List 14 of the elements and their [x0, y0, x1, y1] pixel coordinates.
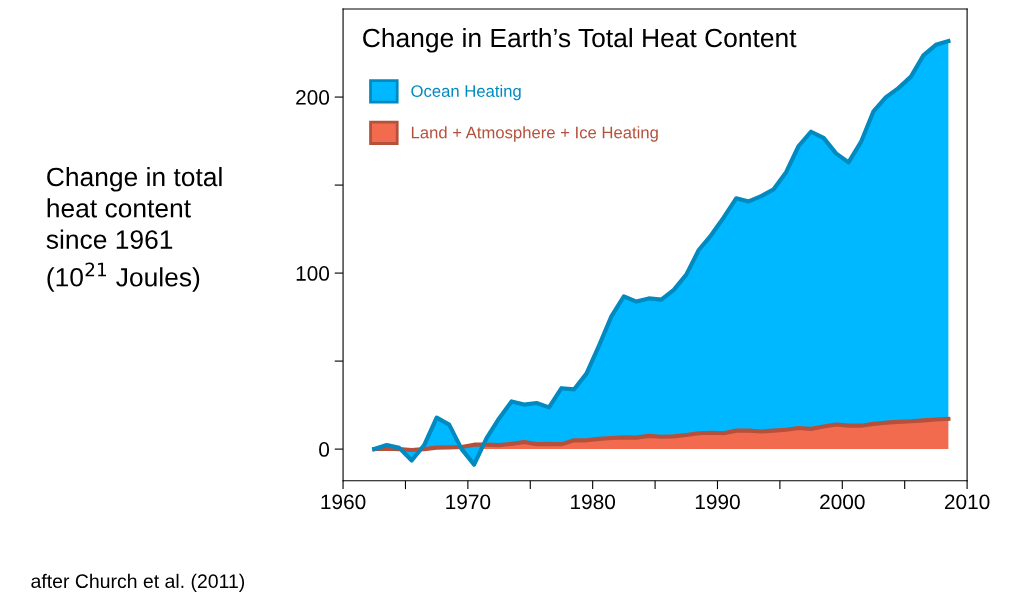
y-tick-label: 100	[296, 266, 330, 281]
legend-label: Land + Atmosphere + Ice Heating	[411, 126, 658, 142]
x-tick-label: 1990	[695, 494, 740, 510]
text: after Church et al. (2011)	[31, 573, 245, 592]
x-tick-label: 1960	[321, 494, 366, 510]
x-tick-label: 2010	[944, 494, 990, 510]
x-tick-label: 1980	[571, 494, 616, 510]
legend-label: Ocean Heating	[411, 84, 521, 101]
x-tick-label: 1970	[446, 494, 491, 510]
y-tick-label: 200	[296, 90, 330, 105]
y-axis-title: Change in total heat content since 1961 (10$^{21}$ Joules)	[46, 166, 222, 292]
text: Change in Earth’s Total Heat Content	[363, 27, 797, 53]
x-tick-label: 2000	[820, 494, 865, 510]
y-tick-label: 0	[319, 442, 330, 457]
